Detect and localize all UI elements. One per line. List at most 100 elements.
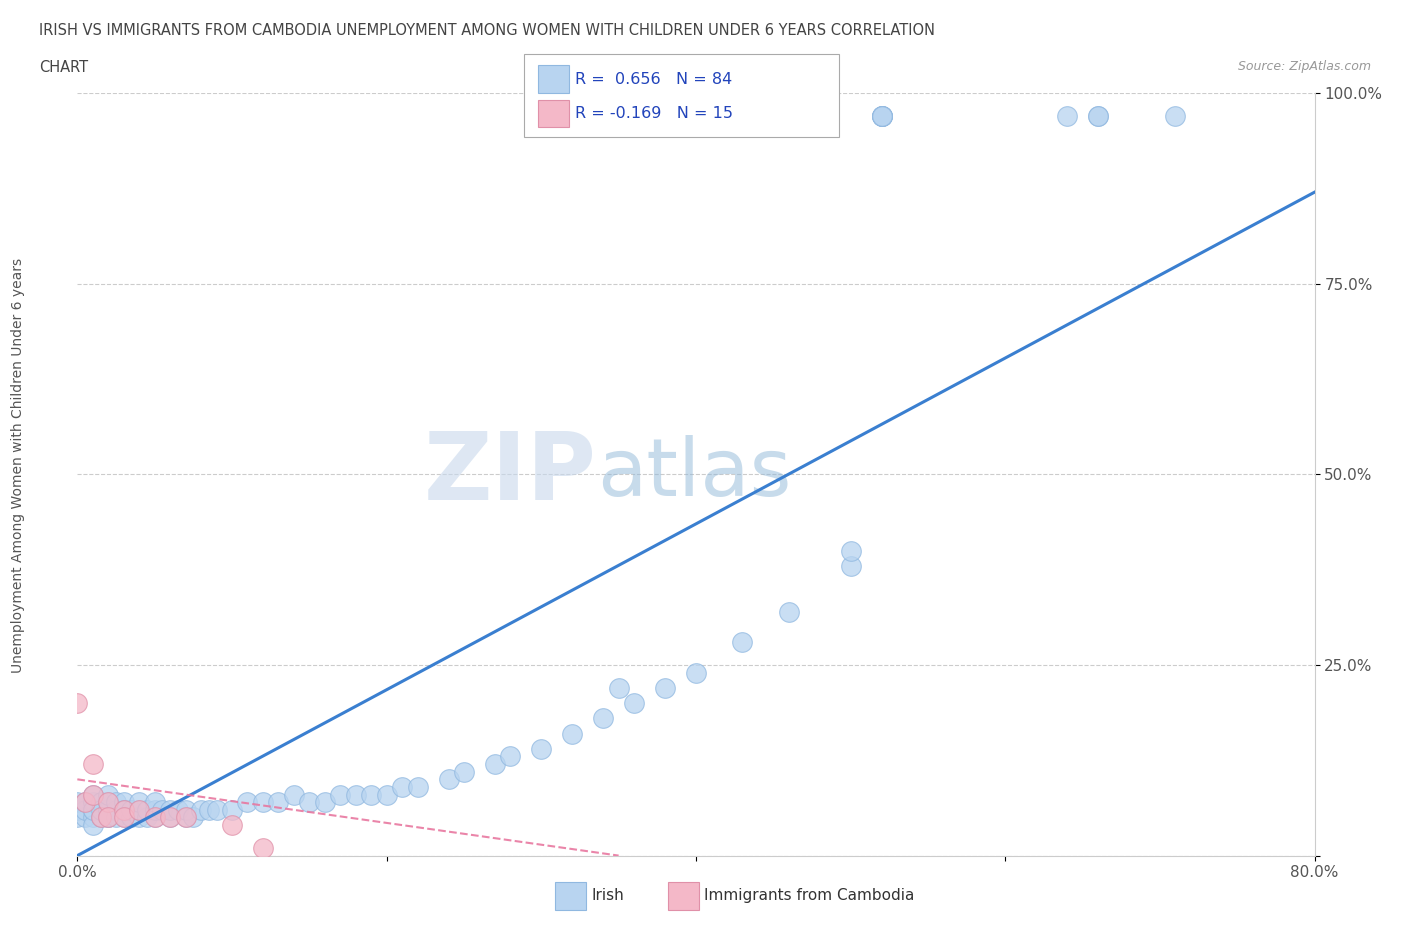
Point [90,810,111,825]
Point [82,810,104,825]
Point [82,795,104,810]
Text: Source: ZipAtlas.com: Source: ZipAtlas.com [1237,60,1371,73]
Point [437,772,460,787]
Point [360,787,382,802]
Point [128,803,150,817]
Point [236,795,259,810]
Text: Irish: Irish [592,888,624,903]
Point [530,741,553,756]
Point [121,803,143,817]
Point [167,803,190,817]
Point [499,749,522,764]
Point [1056,109,1078,124]
Point [82,757,104,772]
Point [561,726,583,741]
Point [82,787,104,802]
Text: R = -0.169   N = 15: R = -0.169 N = 15 [575,106,733,121]
Point [75,795,96,810]
Point [136,803,159,817]
Point [1164,109,1187,124]
Point [159,803,181,817]
Point [159,810,181,825]
Point [143,810,166,825]
Point [870,109,893,124]
Point [731,634,754,649]
Point [97,810,120,825]
Point [870,109,893,124]
Text: Immigrants from Cambodia: Immigrants from Cambodia [704,888,915,903]
Point [870,109,893,124]
Point [90,810,111,825]
Text: atlas: atlas [598,435,792,513]
Point [121,810,143,825]
Point [75,810,96,825]
Point [66,795,89,810]
Point [112,810,135,825]
Point [329,787,352,802]
Point [105,810,127,825]
Point [205,803,228,817]
Point [112,803,135,817]
Point [252,841,274,856]
Text: Unemployment Among Women with Children Under 6 years: Unemployment Among Women with Children U… [11,258,25,672]
Point [174,803,197,817]
Text: IRISH VS IMMIGRANTS FROM CAMBODIA UNEMPLOYMENT AMONG WOMEN WITH CHILDREN UNDER 6: IRISH VS IMMIGRANTS FROM CAMBODIA UNEMPL… [39,23,935,38]
Point [174,810,197,825]
Point [75,803,96,817]
Point [152,803,174,817]
Point [607,681,630,696]
Point [391,779,413,794]
Point [283,787,305,802]
Point [66,810,89,825]
Point [778,604,800,619]
Point [143,803,166,817]
Point [183,810,205,825]
Point [97,795,120,810]
Text: CHART: CHART [39,60,89,75]
Point [82,803,104,817]
Point [314,795,336,810]
Point [1087,109,1109,124]
Point [82,803,104,817]
Point [839,543,862,558]
Point [623,696,645,711]
Point [112,795,135,810]
Point [66,696,89,711]
Point [654,681,676,696]
Text: R =  0.656   N = 84: R = 0.656 N = 84 [575,72,733,86]
Point [66,803,89,817]
Point [82,817,104,832]
Point [75,795,96,810]
Point [344,787,367,802]
Point [112,803,135,817]
Point [484,757,506,772]
Point [1087,109,1109,124]
Point [221,817,243,832]
Text: ZIP: ZIP [425,429,598,520]
Point [190,803,212,817]
Point [592,711,614,725]
Point [90,803,111,817]
Point [453,764,475,779]
Point [97,810,120,825]
Point [143,795,166,810]
Point [90,795,111,810]
Point [267,795,290,810]
Point [97,810,120,825]
Point [105,795,127,810]
Point [298,795,321,810]
Point [128,803,150,817]
Point [198,803,221,817]
Point [128,795,150,810]
Point [143,810,166,825]
Point [174,810,197,825]
Point [97,795,120,810]
Point [97,803,120,817]
Point [128,810,150,825]
Point [159,810,181,825]
Point [870,109,893,124]
Point [97,787,120,802]
Point [870,109,893,124]
Point [252,795,274,810]
Point [839,558,862,573]
